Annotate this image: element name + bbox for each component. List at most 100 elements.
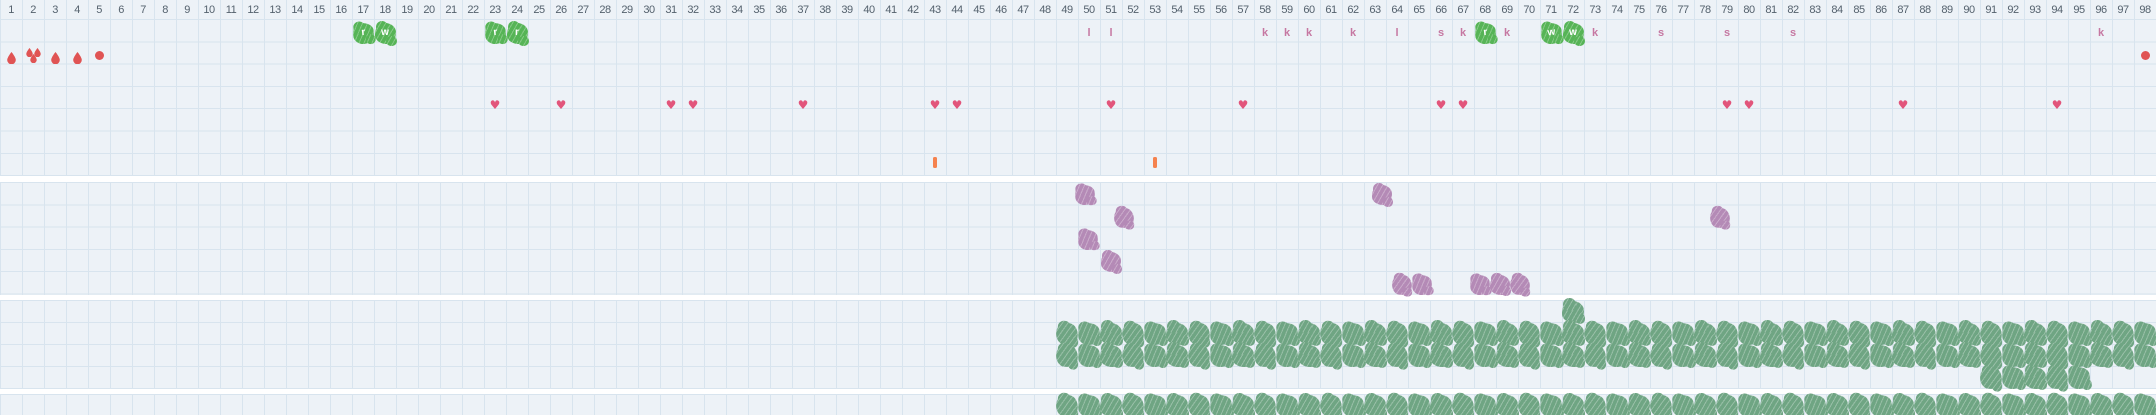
day-column-header: 38 bbox=[819, 4, 831, 16]
green-plant-sprite bbox=[2090, 320, 2114, 347]
day-column-header: 85 bbox=[1853, 4, 1865, 16]
day-column-header: 41 bbox=[885, 4, 897, 16]
day-column-header: 81 bbox=[1765, 4, 1777, 16]
green-plant-sprite bbox=[1760, 392, 1784, 415]
green-plant-sprite bbox=[1958, 320, 1982, 347]
day-column-header: 19 bbox=[401, 4, 413, 16]
green-plant-sprite bbox=[1100, 392, 1124, 415]
day-column-header: 36 bbox=[775, 4, 787, 16]
green-plant-sprite bbox=[1628, 392, 1652, 415]
day-column-header: 69 bbox=[1501, 4, 1513, 16]
sprout-marker: r bbox=[506, 21, 529, 46]
green-plant-sprite bbox=[1232, 320, 1256, 347]
day-column-header: 39 bbox=[841, 4, 853, 16]
day-column-header: 75 bbox=[1633, 4, 1645, 16]
day-column-header: 98 bbox=[2139, 4, 2151, 16]
sprout-marker: r bbox=[483, 22, 507, 46]
water-drops-icon bbox=[25, 47, 41, 63]
green-plant-sprite bbox=[1892, 320, 1916, 347]
day-column-header: 33 bbox=[709, 4, 721, 16]
purple-plant-sprite bbox=[1101, 250, 1122, 274]
heart-icon: ♥ bbox=[665, 98, 677, 113]
sprout-letter: r bbox=[1482, 27, 1488, 39]
day-column-header: 7 bbox=[140, 4, 146, 16]
day-column-header: 76 bbox=[1655, 4, 1667, 16]
day-column-header: 45 bbox=[973, 4, 985, 16]
water-dot-icon bbox=[2140, 50, 2150, 60]
sprout-marker: w bbox=[1539, 22, 1563, 46]
day-column-header: 9 bbox=[184, 4, 190, 16]
day-column-header: 77 bbox=[1677, 4, 1689, 16]
green-plant-sprite bbox=[1166, 320, 1190, 347]
day-column-header: 50 bbox=[1083, 4, 1095, 16]
day-column-header: 59 bbox=[1281, 4, 1293, 16]
green-plant-sprite bbox=[2132, 343, 2156, 368]
green-plant-sprite bbox=[1562, 298, 1586, 325]
day-column-header: 32 bbox=[687, 4, 699, 16]
day-column-header: 16 bbox=[335, 4, 347, 16]
day-column-header: 44 bbox=[951, 4, 963, 16]
seed-letter-marker: k bbox=[1261, 27, 1269, 40]
day-column-header: 68 bbox=[1479, 4, 1491, 16]
water-drop-icon bbox=[50, 51, 60, 64]
day-column-header: 25 bbox=[533, 4, 545, 16]
seed-letter-marker: l bbox=[1087, 27, 1091, 40]
sprout-letter: r bbox=[515, 27, 519, 39]
day-column-header: 65 bbox=[1413, 4, 1425, 16]
day-column-header: 24 bbox=[511, 4, 523, 16]
heart-icon: ♥ bbox=[1435, 98, 1447, 113]
green-plant-sprite bbox=[1364, 392, 1388, 415]
green-plant-sprite bbox=[1826, 392, 1850, 415]
heart-icon: ♥ bbox=[489, 98, 501, 113]
day-column-header: 10 bbox=[203, 4, 215, 16]
day-column-header: 93 bbox=[2029, 4, 2041, 16]
day-column-header: 60 bbox=[1303, 4, 1315, 16]
day-column-header: 95 bbox=[2073, 4, 2085, 16]
green-plant-sprite bbox=[1892, 342, 1916, 369]
day-column-header: 43 bbox=[929, 4, 941, 16]
green-plant-sprite bbox=[1958, 342, 1982, 369]
green-plant-sprite bbox=[1100, 342, 1124, 369]
seed-letter-marker: s bbox=[1789, 27, 1797, 40]
green-plant-sprite bbox=[1166, 392, 1190, 415]
green-plant-sprite bbox=[1562, 342, 1586, 369]
green-plant-sprite bbox=[2090, 392, 2114, 415]
green-plant-sprite bbox=[1694, 342, 1718, 369]
day-column-header: 49 bbox=[1061, 4, 1073, 16]
seed-letter-marker: k bbox=[1459, 27, 1467, 40]
green-plant-sprite bbox=[1892, 392, 1916, 415]
day-column-header: 94 bbox=[2051, 4, 2063, 16]
day-column-header: 30 bbox=[643, 4, 655, 16]
heart-icon: ♥ bbox=[1721, 98, 1733, 113]
heart-icon: ♥ bbox=[1743, 98, 1755, 113]
day-column-header: 2 bbox=[30, 4, 36, 16]
green-plant-sprite bbox=[2090, 342, 2114, 369]
day-column-header: 57 bbox=[1237, 4, 1249, 16]
seed-letter-marker: s bbox=[1437, 27, 1445, 40]
stake-marker bbox=[933, 157, 937, 169]
day-column-header: 8 bbox=[162, 4, 168, 16]
day-column-header: 12 bbox=[247, 4, 259, 16]
purple-plant-sprite bbox=[1372, 183, 1393, 207]
day-column-header: 96 bbox=[2095, 4, 2107, 16]
sprout-letter: r bbox=[492, 27, 498, 39]
day-column-header: 20 bbox=[423, 4, 435, 16]
day-column-header: 22 bbox=[467, 4, 479, 16]
day-column-header: 15 bbox=[313, 4, 325, 16]
seed-letter-marker: l bbox=[1109, 27, 1113, 40]
day-column-header: 52 bbox=[1127, 4, 1139, 16]
day-column-header: 63 bbox=[1369, 4, 1381, 16]
day-column-header: 26 bbox=[555, 4, 567, 16]
green-plant-sprite bbox=[1430, 320, 1454, 347]
green-plant-sprite bbox=[1166, 342, 1190, 369]
heart-icon: ♥ bbox=[929, 98, 941, 113]
green-plant-sprite bbox=[1562, 320, 1586, 347]
day-column-header: 72 bbox=[1567, 4, 1579, 16]
day-column-header: 27 bbox=[577, 4, 589, 16]
seed-letter-marker: s bbox=[1723, 27, 1731, 40]
day-column-header: 82 bbox=[1787, 4, 1799, 16]
day-column-header: 70 bbox=[1523, 4, 1535, 16]
day-column-header: 11 bbox=[225, 4, 237, 16]
seed-letter-marker: k bbox=[1503, 27, 1511, 40]
